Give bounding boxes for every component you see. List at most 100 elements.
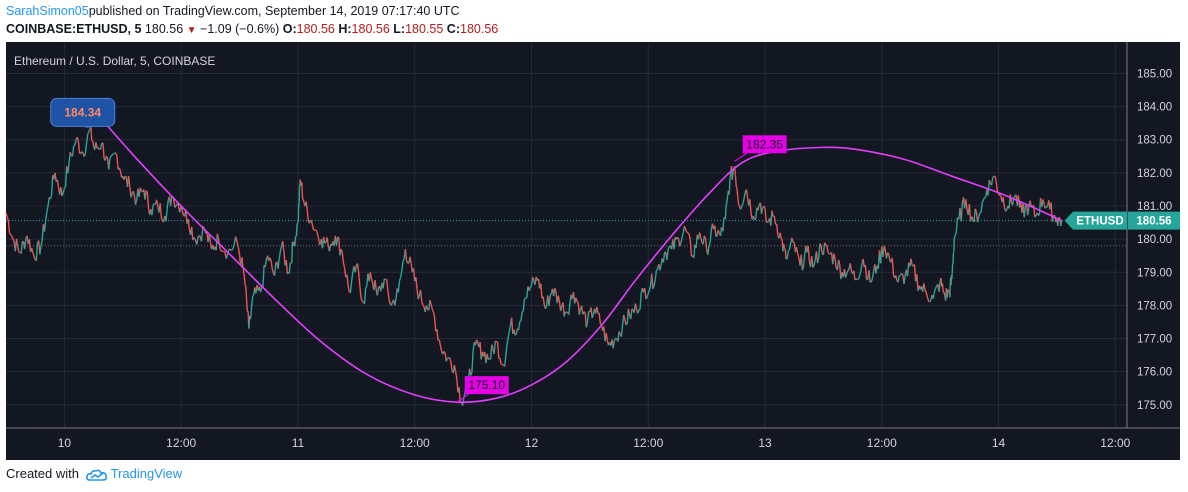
price-segment (687, 232, 690, 235)
time-tick-label: 12:00 (400, 436, 430, 450)
price-segment (503, 356, 507, 367)
price-segment (515, 328, 519, 335)
price-segment (507, 331, 510, 339)
price-segment (826, 245, 829, 253)
price-segment (46, 205, 49, 212)
price-segment (1057, 220, 1060, 226)
time-axis[interactable]: 10 12:00 11 12:00 12 12:00 13 12:00 14 12:00 (58, 436, 1131, 450)
price-segment (923, 283, 926, 290)
price-segment (28, 239, 32, 253)
price-segment (910, 258, 913, 266)
price-segment (444, 352, 447, 362)
price-segment (787, 248, 791, 252)
price-segment (625, 322, 628, 326)
price-segment (475, 339, 479, 344)
price-segment (499, 357, 502, 365)
author-link[interactable]: SarahSimon05 (6, 4, 89, 18)
price-segment (33, 255, 36, 261)
price-segment (454, 371, 458, 379)
price-segment (722, 219, 725, 232)
price-tick-label: 177.00 (1137, 334, 1172, 346)
price-segment (844, 273, 848, 278)
price-segment (885, 252, 889, 259)
price-segment (1042, 199, 1045, 204)
price-segment (501, 363, 504, 366)
symbol-label: COINBASE:ETHUSD, 5 (6, 22, 142, 36)
price-segment (404, 249, 408, 261)
price-segment (337, 236, 340, 239)
price-segment (359, 285, 362, 298)
price-segment (700, 237, 703, 243)
price-segment (20, 241, 24, 254)
price-segment (846, 270, 849, 274)
price-segment (54, 172, 57, 182)
price-segment (249, 312, 252, 320)
price-segment (250, 302, 253, 313)
price-segment (361, 300, 364, 303)
price-segment (315, 230, 319, 237)
time-tick-label: 12:00 (166, 436, 196, 450)
chart-background (6, 42, 1180, 460)
price-segment (425, 305, 429, 310)
price-segment (244, 284, 247, 287)
price-segment (134, 199, 138, 205)
price-chart[interactable]: 184.34 182.35 175.10 175.00 176.00 177.00 178… (0, 0, 1188, 460)
price-segment (228, 248, 232, 251)
tradingview-link[interactable]: TradingView (110, 466, 183, 481)
price-segment (737, 203, 740, 207)
price-segment (496, 341, 500, 359)
price-segment (745, 189, 749, 197)
price-segment (32, 252, 35, 256)
price-axis[interactable]: 175.00 176.00 177.00 178.00 179.00 180.00 181.… (1137, 68, 1172, 411)
price-segment (639, 293, 642, 310)
price-segment (932, 292, 936, 299)
price-segment (401, 261, 404, 271)
price-segment (513, 329, 516, 336)
price-segment (18, 251, 21, 254)
price-segment (938, 282, 941, 292)
price-segment (654, 270, 658, 280)
price-segment (720, 227, 723, 230)
price-segment (116, 155, 119, 170)
price-segment (99, 148, 101, 151)
callout-label: 175.10 (468, 378, 505, 392)
price-segment (438, 339, 442, 346)
price-segment (108, 158, 111, 170)
callout-pointer (456, 393, 470, 403)
price-segment (237, 247, 241, 256)
price-segment (947, 289, 950, 293)
price-segment (494, 340, 497, 343)
price-segment (335, 237, 339, 246)
price-segment (987, 180, 990, 196)
price-segment (728, 179, 731, 195)
price-segment (559, 306, 563, 312)
price-segment (693, 244, 696, 258)
price-segment (200, 226, 204, 242)
price-segment (822, 242, 826, 255)
price-segment (445, 358, 449, 362)
price-segment (847, 268, 850, 272)
price-segment (62, 187, 66, 194)
price-segment (736, 188, 739, 198)
drawing-curve[interactable] (87, 102, 1062, 404)
price-segment (118, 167, 122, 172)
price-segment (231, 244, 235, 250)
price-segment (145, 190, 148, 193)
price-segment (489, 344, 493, 360)
price-segment (431, 308, 435, 313)
price-segment (349, 280, 353, 293)
price-segment (741, 203, 744, 208)
price-segment (225, 252, 229, 259)
price-segment (139, 187, 143, 192)
price-segment (67, 162, 70, 174)
tradingview-cloud-icon (85, 469, 107, 481)
curve-path[interactable] (87, 102, 1062, 404)
price-segment (554, 287, 557, 293)
price-segment (519, 320, 522, 323)
price-segment (109, 155, 112, 159)
price-segment (974, 208, 977, 212)
price-segment (800, 254, 804, 271)
low-value: 180.55 (405, 22, 444, 36)
price-segment (916, 274, 919, 291)
price-segment (623, 314, 626, 320)
